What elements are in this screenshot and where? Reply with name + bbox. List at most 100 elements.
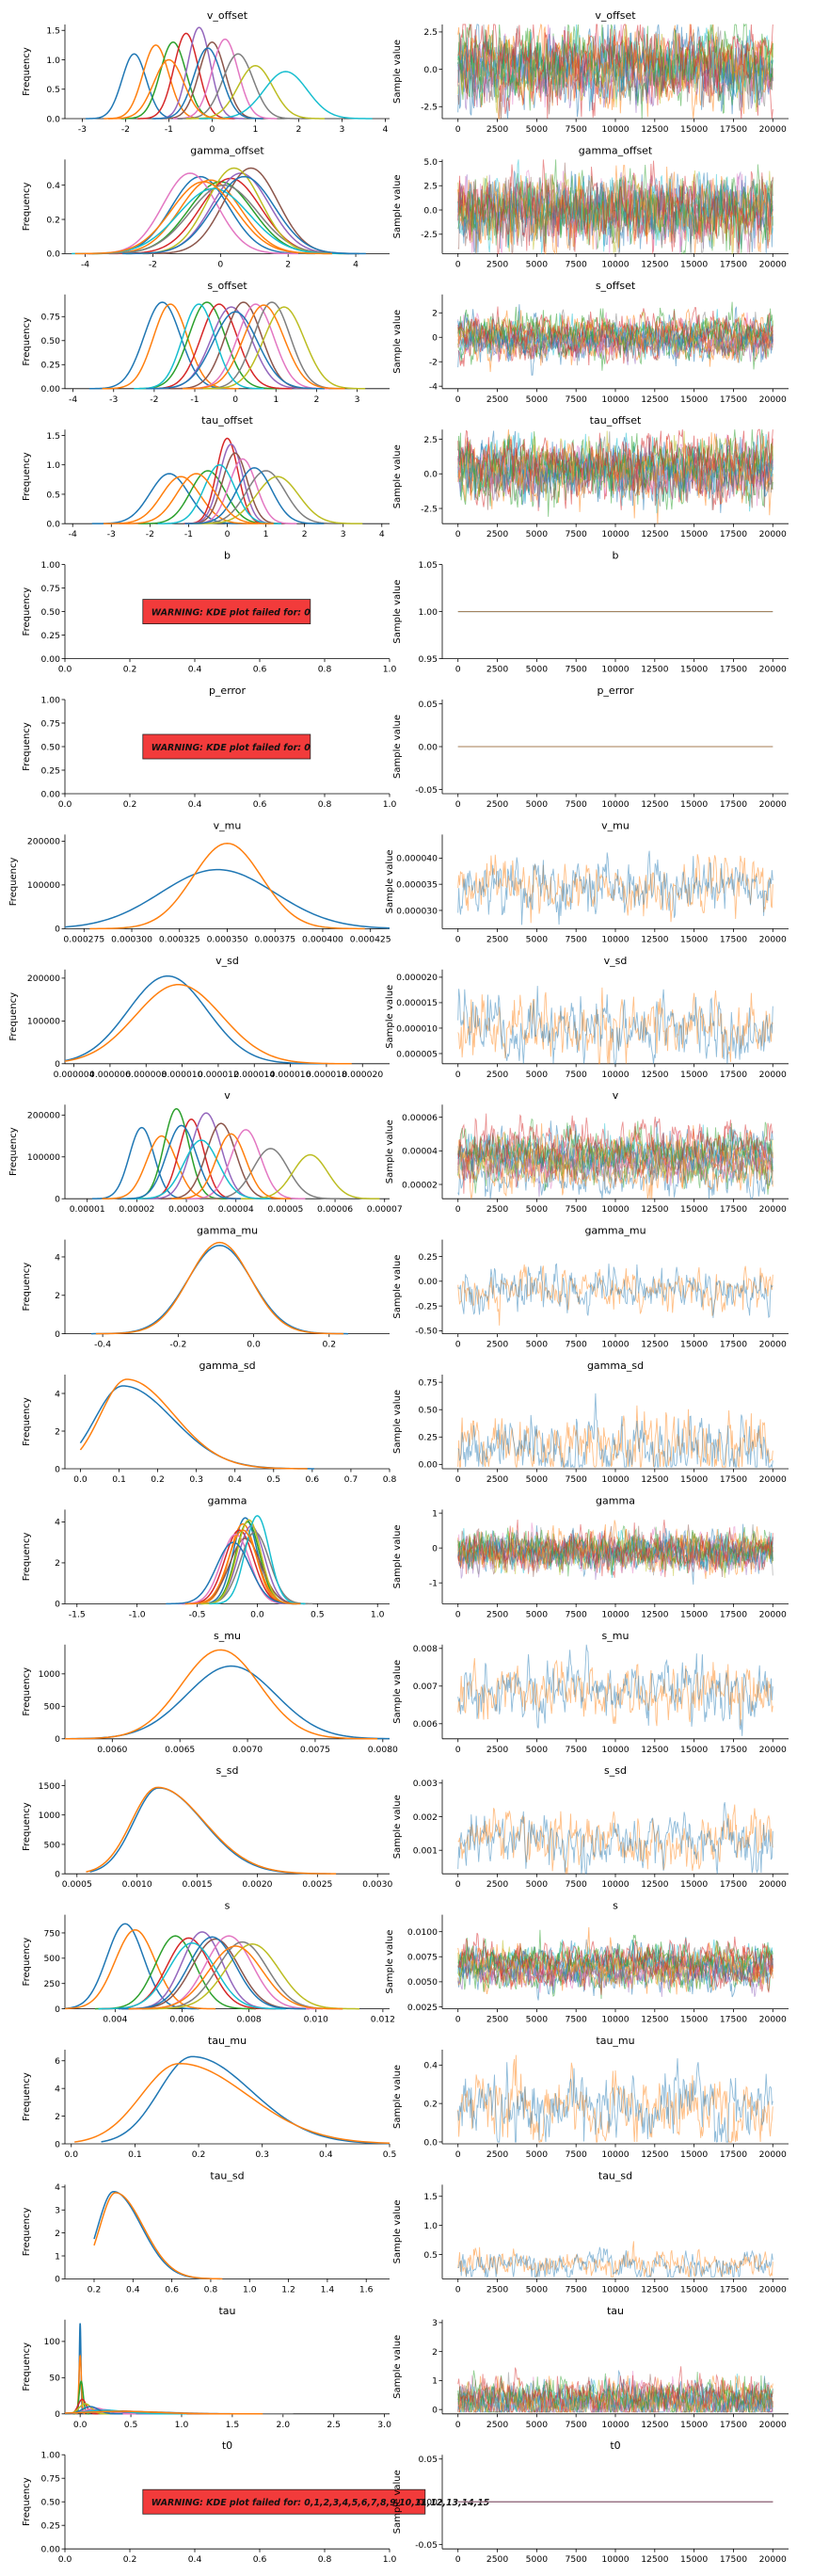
y-tick-label: 0 — [55, 2139, 60, 2149]
sample-value-axis-label: Sample value — [392, 1660, 403, 1724]
trace-panel-s: s 0 2500 5000 7500 10000 12500 15000 17500 20000 0… — [385, 1900, 789, 2025]
x-tick-label: 0 — [455, 2015, 461, 2025]
kde-line — [107, 58, 230, 120]
x-tick-label: 10000 — [601, 2015, 629, 2025]
x-tick-label: 20000 — [759, 2149, 787, 2160]
x-tick-label: 7500 — [565, 529, 587, 539]
x-tick-label: 12500 — [641, 1340, 668, 1350]
x-tick-label: 0 — [455, 1609, 461, 1619]
trace-chain-blue — [457, 2058, 773, 2143]
x-tick-label: -4 — [81, 259, 89, 269]
x-tick-label: 0.1 — [128, 2149, 142, 2160]
x-tick-label: -1.5 — [69, 1609, 86, 1619]
y-tick-label: 1500 — [39, 1781, 61, 1792]
x-tick-label: 15000 — [680, 1609, 708, 1619]
x-tick-label: 0.4 — [126, 2284, 140, 2294]
x-tick-label: 2500 — [486, 2554, 509, 2565]
x-tick-label: 0.0015 — [182, 1879, 212, 1890]
frequency-axis-label: Frequency — [22, 1938, 32, 1987]
y-tick-label: 1 — [432, 2376, 438, 2387]
y-tick-label: 1.5 — [423, 2192, 438, 2202]
kde-line — [199, 71, 373, 120]
kde-line — [141, 1118, 241, 1199]
trace-chain-blue — [457, 850, 773, 926]
x-tick-label: 12500 — [641, 1609, 668, 1619]
x-tick-label: 17500 — [720, 124, 747, 135]
y-tick-label: 0.0075 — [407, 1953, 438, 1963]
y-tick-label: 0.05 — [419, 2455, 438, 2465]
y-tick-label: 0.50 — [419, 1406, 438, 1416]
x-tick-label: 12500 — [641, 1745, 668, 1755]
x-tick-label: 2500 — [486, 1204, 509, 1215]
y-tick-label: -0.05 — [415, 785, 438, 796]
trace-panel-s-mu: s_mu 0 2500 5000 7500 10000 12500 15000 17500 200… — [392, 1630, 789, 1755]
x-tick-label: 5000 — [526, 1609, 549, 1619]
y-tick-label: 4 — [55, 2182, 60, 2193]
x-tick-label: 0.000020 — [342, 1070, 383, 1080]
y-tick-label: 0.0100 — [407, 1927, 438, 1938]
y-tick-label: 0.25 — [41, 2521, 61, 2532]
trace-line — [457, 1940, 773, 1986]
y-tick-label: 0.00 — [419, 1277, 438, 1287]
sample-value-axis-label: Sample value — [392, 1255, 403, 1319]
x-tick-label: 15000 — [680, 1745, 708, 1755]
trace-panel-s-sd: s_sd 0 2500 5000 7500 10000 12500 15000 17500 200… — [392, 1764, 789, 1890]
y-tick-label: 0.75 — [41, 313, 61, 323]
x-tick-label: 20000 — [759, 1204, 787, 1215]
kde-line — [86, 53, 183, 120]
kde-plot-title: s_mu — [214, 1630, 241, 1642]
kde-line — [183, 303, 329, 390]
x-tick-label: 1.2 — [281, 2284, 295, 2294]
x-tick-label: 2500 — [486, 394, 509, 405]
kde-plot-title: s — [225, 1900, 231, 1912]
x-tick-label: 0.2 — [88, 2284, 102, 2294]
x-tick-label: -4 — [69, 529, 77, 539]
trace-line — [457, 1527, 773, 1575]
x-tick-label: 0.5 — [266, 1474, 280, 1485]
x-tick-label: 0.012 — [371, 2015, 395, 2025]
frequency-axis-label: Frequency — [22, 317, 32, 366]
sample-value-axis-label: Sample value — [392, 715, 403, 779]
x-tick-label: -2 — [121, 124, 130, 135]
x-tick-label: 0.000375 — [254, 934, 295, 944]
x-tick-label: -1 — [190, 394, 199, 405]
kde-line — [74, 181, 332, 255]
trace-plot-title: b — [613, 550, 619, 562]
trace-plot-title: s — [613, 1900, 618, 1912]
x-tick-label: 10000 — [601, 1879, 629, 1890]
x-tick-label: 0.0030 — [362, 1879, 392, 1890]
x-tick-label: 0 — [217, 259, 223, 269]
trace-plot-title: v_offset — [595, 9, 636, 22]
x-tick-label: 0.0 — [58, 665, 72, 675]
frequency-axis-label: Frequency — [22, 1263, 32, 1312]
kde-line — [134, 301, 280, 390]
x-tick-label: 17500 — [720, 2554, 747, 2565]
y-tick-label: 0.0 — [46, 250, 60, 260]
y-tick-label: 0 — [432, 333, 438, 344]
x-tick-label: 17500 — [720, 1745, 747, 1755]
x-tick-label: 0.000014 — [233, 1070, 275, 1080]
x-tick-label: 0.000016 — [270, 1070, 311, 1080]
x-tick-label: 7500 — [565, 2554, 587, 2565]
x-tick-label: 12500 — [641, 934, 668, 944]
x-tick-label: -4 — [69, 394, 77, 405]
y-tick-label: 0.50 — [41, 742, 61, 752]
y-tick-label: 0.95 — [419, 654, 438, 665]
kde-line — [146, 303, 293, 390]
kde-line — [177, 53, 299, 120]
sample-value-axis-label: Sample value — [392, 2065, 403, 2129]
kde-plot-title: gamma_mu — [197, 1225, 258, 1237]
x-tick-label: 2500 — [486, 2149, 509, 2160]
x-tick-label: 5000 — [526, 1340, 549, 1350]
x-tick-label: 2 — [302, 529, 308, 539]
x-tick-label: 0.000006 — [89, 1070, 131, 1080]
trace-line — [457, 1519, 773, 1578]
x-tick-label: 2500 — [486, 2420, 509, 2430]
kde-plot-title: v_offset — [207, 9, 248, 22]
trace-chain-orange — [457, 1405, 773, 1469]
kde-panel-tau-sd: tau_sd 0.2 0.4 0.6 0.8 1.0 1.2 1.4 1.6 0 1 2 3 4 Frequ… — [22, 2169, 390, 2294]
y-tick-label: -2.5 — [421, 230, 438, 240]
kde-line — [183, 304, 345, 390]
trace-plot-title: v_sd — [604, 955, 628, 967]
y-tick-label: 0.5 — [46, 490, 60, 500]
